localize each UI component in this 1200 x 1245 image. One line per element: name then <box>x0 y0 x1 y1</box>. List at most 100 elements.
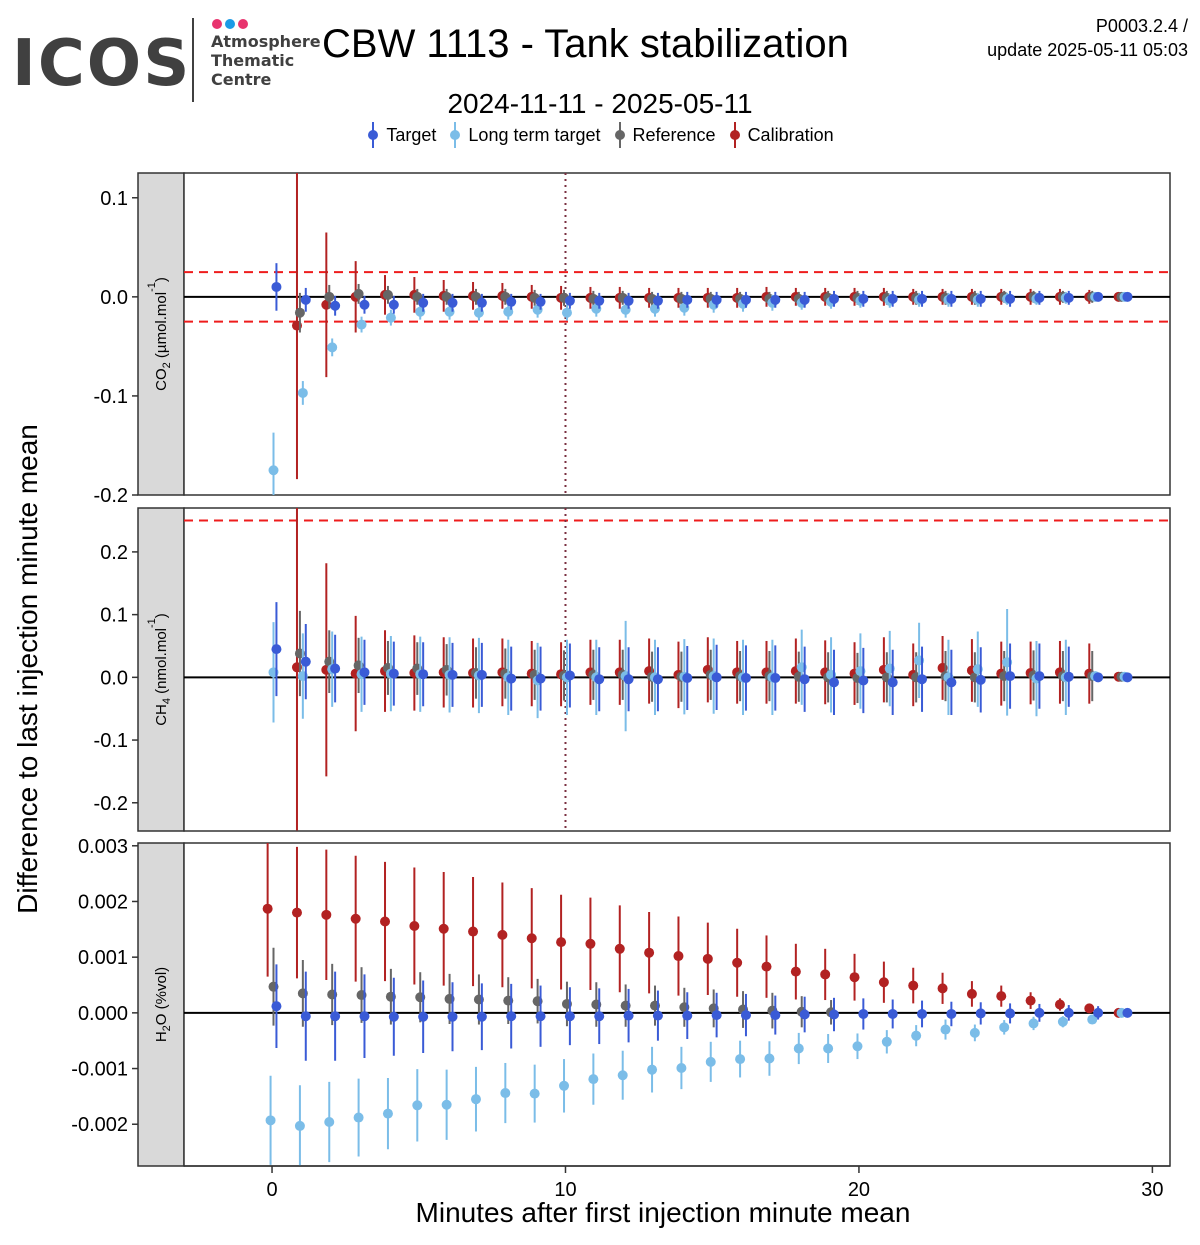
icos-logo: ICOS Atmosphere Thematic Centre <box>8 14 328 106</box>
y-tick-label: 0.002 <box>78 891 128 913</box>
data-point <box>526 933 537 944</box>
data-point <box>324 1117 335 1128</box>
data-point <box>911 1030 922 1041</box>
data-point <box>975 674 986 685</box>
data-point <box>828 293 839 304</box>
data-point <box>770 672 781 683</box>
data-point <box>1054 999 1065 1010</box>
data-point <box>1057 1016 1068 1027</box>
data-point <box>799 1009 810 1020</box>
data-point <box>940 1024 951 1035</box>
data-point <box>388 668 399 679</box>
data-point <box>585 938 596 949</box>
x-tick-label: 10 <box>554 1179 576 1201</box>
data-point <box>799 294 810 305</box>
data-point <box>652 295 663 306</box>
strip-label-part: 2 <box>161 1025 173 1031</box>
data-point <box>588 1074 599 1085</box>
data-point <box>823 1043 834 1054</box>
y-tick-label: 0.000 <box>78 1003 128 1025</box>
legend-key <box>729 122 740 148</box>
panel-strip-label: H2O (%vol) <box>153 967 173 1042</box>
page-title: CBW 1113 - Tank stabilization <box>322 22 849 66</box>
data-point <box>820 969 831 980</box>
data-point <box>594 1011 605 1022</box>
strip-label-part: O (%vol) <box>153 967 170 1025</box>
strip-label-part: (nmol.mol <box>153 628 170 698</box>
data-point <box>468 926 479 937</box>
data-point <box>291 907 302 918</box>
date-range: 2024-11-11 - 2025-05-11 <box>447 88 753 119</box>
logo-separator <box>192 18 194 102</box>
panel-2: CH4 (nmol.mol-1) 0.2 0.1 0.0 -0.1 -0.2 <box>94 507 1171 832</box>
data-point <box>975 1008 986 1019</box>
data-point <box>409 920 420 931</box>
data-point <box>535 1011 546 1022</box>
data-point <box>858 1008 869 1019</box>
version-info: P0003.2.4 / update 2025-05-11 05:03 <box>987 14 1188 62</box>
data-point <box>887 293 898 304</box>
y-tick-label: -0.001 <box>71 1059 128 1081</box>
legend-key <box>614 122 625 148</box>
strip-label-part: -1 <box>146 618 158 628</box>
legend-item: Calibration <box>728 120 834 150</box>
data-point <box>937 983 948 994</box>
data-point <box>385 312 396 323</box>
data-point <box>564 670 575 681</box>
panel-frame <box>183 172 1171 496</box>
data-point <box>470 1094 481 1105</box>
data-point <box>878 977 889 988</box>
data-point <box>1028 1018 1039 1029</box>
data-point <box>702 953 713 964</box>
data-point <box>294 1120 305 1131</box>
data-point <box>735 1054 746 1065</box>
data-point <box>946 293 957 304</box>
series-target <box>271 263 1133 316</box>
data-point <box>271 281 282 292</box>
data-point <box>497 929 508 940</box>
data-point <box>594 674 605 685</box>
legend-label: Reference <box>632 124 716 145</box>
data-point <box>1005 293 1016 304</box>
y-tick-label: -0.002 <box>71 1114 128 1136</box>
strip-label-part: ) <box>153 613 170 618</box>
logo-dots <box>212 16 251 29</box>
data-point <box>447 297 458 308</box>
data-point <box>917 674 928 685</box>
data-point <box>564 295 575 306</box>
data-point <box>388 299 399 310</box>
data-point <box>268 465 279 476</box>
data-point <box>849 972 860 983</box>
data-point <box>740 1010 751 1021</box>
strip-label-part: H <box>153 1031 170 1042</box>
data-point <box>1034 292 1045 303</box>
data-point <box>917 1008 928 1019</box>
data-point <box>359 299 370 310</box>
data-point <box>1122 1007 1133 1018</box>
data-point <box>682 672 693 683</box>
data-point <box>441 1099 452 1110</box>
data-point <box>799 674 810 685</box>
data-point <box>1034 1007 1045 1018</box>
data-point <box>770 294 781 305</box>
y-axis-title: Difference to last injection minute mean <box>12 424 43 914</box>
data-point <box>559 1080 570 1091</box>
data-point <box>506 1011 517 1022</box>
panel-plot-area <box>184 843 1170 1166</box>
data-point <box>858 675 869 686</box>
data-point <box>828 1009 839 1020</box>
panel-strip <box>137 842 185 1167</box>
panel-strip <box>137 172 185 496</box>
data-point <box>447 669 458 680</box>
data-point <box>382 1108 393 1119</box>
x-axis-title: Minutes after first injection minute mea… <box>416 1197 911 1228</box>
x-tick-label: 0 <box>266 1179 277 1201</box>
data-point <box>996 991 1007 1002</box>
legend-item: Target <box>366 120 436 150</box>
data-point <box>506 673 517 684</box>
data-point <box>1034 671 1045 682</box>
strip-label-part: ) <box>153 277 170 282</box>
logo-dot <box>225 19 235 29</box>
data-point <box>388 1011 399 1022</box>
data-point <box>556 937 567 948</box>
